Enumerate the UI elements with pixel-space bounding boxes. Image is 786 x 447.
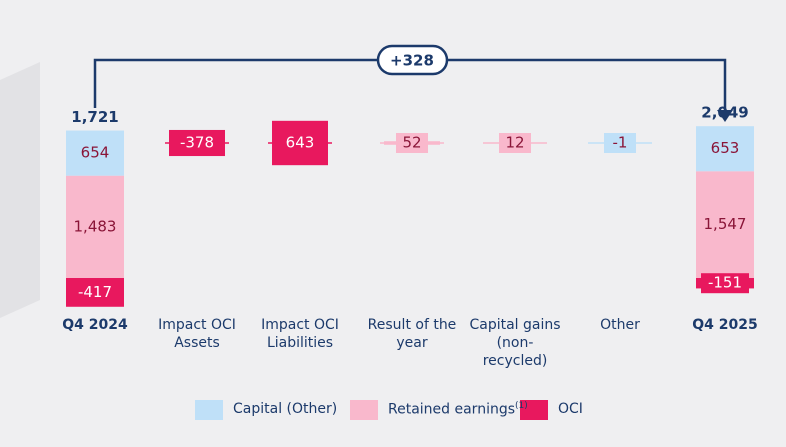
segment-label: 1,547 — [704, 215, 747, 233]
x-tick-label: Impact OCI Liabilities — [261, 317, 339, 351]
x-tick-label: Q4 2025 — [692, 317, 758, 333]
bar-segment — [696, 171, 754, 278]
label-bg — [396, 133, 428, 153]
segment-label: -417 — [78, 283, 112, 301]
bar-segment — [696, 126, 754, 172]
legend-text: Retained earnings — [388, 401, 516, 418]
legend-text: OCI — [558, 401, 583, 417]
segment-label: -151 — [708, 274, 742, 292]
delta-bar — [169, 129, 225, 157]
segment-label: 1,483 — [74, 217, 117, 235]
bridge-arrow — [717, 110, 733, 122]
x-tick-label: Capital gains (non-recycled) — [469, 317, 561, 369]
segment-label: 653 — [711, 139, 740, 157]
legend-label: Retained earnings(1) — [388, 401, 528, 418]
delta-label: -1 — [613, 134, 628, 152]
bar-segment — [66, 278, 124, 307]
change-label: +328 — [390, 52, 434, 70]
delta-label: 52 — [402, 134, 421, 152]
legend-label: Capital (Other) — [233, 401, 337, 417]
legend-swatch — [350, 400, 378, 420]
label-bg — [499, 133, 531, 153]
bar-segment — [66, 130, 124, 176]
legend-swatch — [195, 400, 223, 420]
segment-label: 654 — [81, 144, 110, 162]
x-tick-label: Result of the year — [367, 317, 457, 351]
total-label: 2,049 — [701, 104, 748, 122]
x-tick-label: Impact OCI Assets — [158, 317, 236, 351]
x-tick-label: Other — [600, 317, 640, 333]
bridge-line — [93, 58, 727, 112]
label-bg — [701, 273, 749, 294]
background-shape — [0, 62, 40, 318]
delta-label: -378 — [180, 134, 214, 152]
delta-label: 643 — [286, 134, 315, 152]
legend-swatch — [520, 400, 548, 420]
legend-text: Capital (Other) — [233, 401, 338, 417]
legend-label: OCI — [558, 401, 583, 417]
legend-note: (1) — [515, 401, 528, 411]
label-bg — [604, 133, 636, 153]
total-label: 1,721 — [71, 108, 118, 126]
bar-segment — [66, 175, 124, 278]
change-badge — [376, 44, 449, 76]
delta-bar — [272, 120, 328, 166]
x-tick-label: Q4 2024 — [62, 317, 128, 333]
delta-label: 12 — [505, 134, 524, 152]
